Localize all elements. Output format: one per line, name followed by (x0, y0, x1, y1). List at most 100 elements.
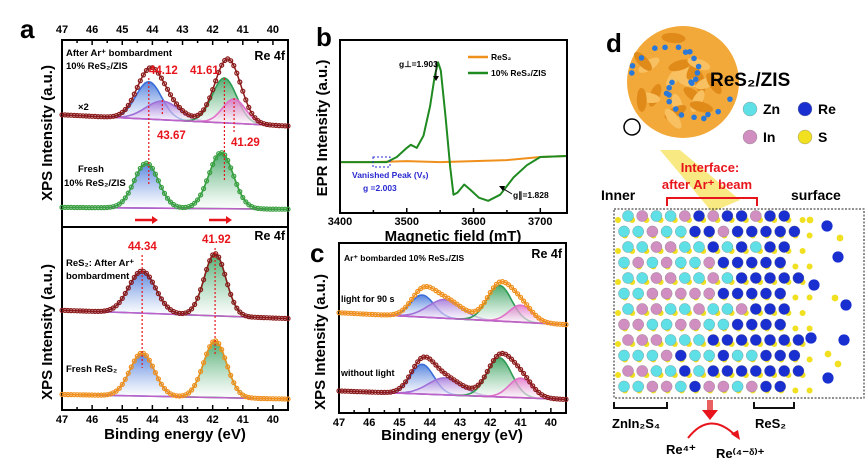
data-point (92, 392, 98, 398)
spectrum-label: 10% ReS₂/ZIS (64, 178, 126, 189)
re-s2-particle (687, 48, 693, 55)
data-point (104, 392, 110, 398)
atom-zn (707, 303, 719, 315)
flower-petal (706, 73, 722, 94)
data-point (276, 206, 282, 212)
data-point (527, 305, 533, 312)
data-point (273, 396, 279, 402)
data-point (59, 391, 65, 397)
data-point (158, 381, 164, 387)
data-point (125, 370, 131, 376)
x-tick-label: 45 (116, 24, 128, 36)
re-s2-particle (694, 70, 701, 76)
data-point (279, 123, 285, 129)
data-point (164, 86, 171, 92)
atom-zn (622, 210, 634, 222)
data-point (360, 311, 366, 317)
data-point (192, 382, 198, 389)
data-point (146, 162, 152, 168)
data-point (258, 395, 264, 402)
data-point (517, 366, 524, 373)
data-point (381, 389, 387, 395)
interface-label: after Ar⁺ beam (662, 177, 752, 192)
data-point (119, 109, 125, 116)
data-point (282, 206, 288, 212)
flower-petal (664, 108, 682, 129)
peak-annotation: 44.34 (128, 241, 157, 253)
panel-a-letter: a (20, 14, 35, 44)
data-point (198, 192, 204, 198)
atom-re (707, 334, 719, 346)
x-tick-label: 3500 (395, 216, 419, 228)
atom-zn (679, 272, 691, 284)
data-point (276, 315, 282, 321)
data-point (560, 396, 566, 402)
data-point (400, 383, 406, 389)
data-point (514, 363, 521, 369)
data-point (484, 295, 490, 301)
atom-re (774, 256, 786, 269)
data-point (110, 204, 116, 210)
data-point (524, 302, 530, 308)
panel-c-title: Ar⁺ bombarded 10% ReS₂/ZIS (344, 253, 465, 263)
data-point (246, 314, 252, 320)
data-point (179, 393, 186, 399)
data-point (143, 270, 149, 276)
re-s2-particle (629, 63, 636, 69)
data-point (189, 306, 195, 312)
fit-component-peak (175, 151, 267, 210)
atom-re (735, 272, 748, 284)
atom-zn (721, 241, 734, 253)
data-point (95, 205, 101, 211)
data-point (77, 113, 83, 119)
data-point (252, 395, 258, 401)
data-point (231, 62, 237, 69)
data-point (128, 364, 134, 370)
atom-zn (679, 241, 691, 253)
data-point (276, 396, 282, 402)
atom-in (679, 210, 691, 222)
atom-re (750, 272, 762, 284)
reaction-to: Re⁽⁴⁻ᵟ⁾⁺ (716, 446, 765, 461)
plot-frame (61, 39, 289, 411)
atom-re (774, 318, 786, 331)
x-tick-label: 40 (267, 24, 279, 36)
atom-re (746, 256, 758, 269)
data-point (246, 394, 252, 401)
data-point (65, 204, 71, 210)
atom-zn (650, 365, 663, 377)
atom-re (735, 365, 748, 377)
atom-re (750, 365, 762, 377)
data-point (158, 75, 164, 81)
data-point (530, 309, 536, 315)
data-point (436, 365, 442, 371)
data-point (161, 385, 168, 392)
data-point (354, 389, 360, 395)
data-point (237, 189, 243, 195)
atom-zn (679, 303, 691, 315)
spectrum-label: After Ar⁺ bombardment (66, 48, 173, 59)
data-point (363, 389, 369, 395)
data-point (189, 113, 195, 119)
data-point (369, 311, 375, 317)
atom-label: S (818, 129, 827, 145)
atom-zn (693, 272, 705, 284)
data-point (68, 392, 74, 398)
data-point (155, 291, 161, 297)
atom-legend: Zn Re In S (742, 101, 836, 145)
data-point (207, 170, 213, 176)
data-point (210, 86, 216, 93)
data-point (89, 308, 95, 314)
data-point (74, 112, 80, 119)
atom-zn (622, 303, 634, 315)
atom-zn (693, 365, 705, 377)
atom-zn (721, 303, 734, 315)
data-point (563, 322, 569, 328)
data-point (179, 310, 186, 317)
shift-arrow (135, 216, 158, 224)
sulfur-atom (799, 217, 806, 223)
peak-annotation: 41.92 (202, 234, 231, 246)
data-point (348, 388, 354, 394)
data-point (122, 290, 128, 296)
data-point (134, 171, 140, 177)
